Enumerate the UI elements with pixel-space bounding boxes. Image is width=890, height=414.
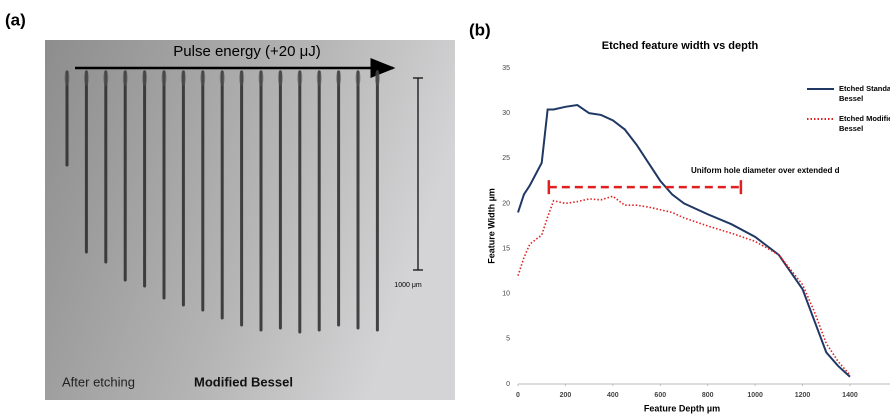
y-tick-label: 5 [506,336,510,343]
legend-label: Etched StandardBessel [839,84,890,103]
y-tick-label: 20 [502,200,510,207]
caption: After etching [62,374,135,389]
y-tick-label: 30 [502,110,510,117]
x-tick-label: 800 [702,392,714,399]
legend-line: Bessel [839,94,863,103]
scale-bar [413,77,423,271]
etch-top [200,70,206,86]
y-tick-label: 10 [502,291,510,298]
x-tick-label: 400 [607,392,619,399]
x-tick-label: 600 [654,392,666,399]
legend-line: Etched Modified [839,114,890,123]
etch-top [374,70,380,86]
x-tick-label: 1400 [842,392,858,399]
legend-line: Etched Standard [839,84,890,93]
legend-line: Bessel [839,124,863,133]
y-tick-label: 35 [502,65,510,72]
etch-top [180,70,186,86]
etch-top [83,70,89,86]
etch-top [277,70,283,86]
etch-top [122,70,128,86]
x-axis-label: Feature Depth µm [644,403,720,413]
y-axis-label: Feature Width µm [486,188,496,264]
x-tick-label: 0 [516,392,520,399]
micrograph [45,40,455,400]
panel-label: (b) [469,20,491,39]
panel-a: (a) Pulse energy (+20 μJ) 1000 μm After … [5,10,455,400]
etch-top [297,70,303,86]
panel-b: (b) Etched feature width vs depth Feature … [469,20,890,413]
x-tick-label: 200 [560,392,572,399]
y-tick-label: 15 [502,245,510,252]
etch-top [161,70,167,86]
etch-top [316,70,322,86]
caption: Modified Bessel [194,374,293,389]
annotation-text: Uniform hole diameter over extended d [691,166,840,175]
y-tick-label: 0 [506,381,510,388]
x-tick-label: 1000 [747,392,763,399]
etch-top [219,70,225,86]
arrow-text: Pulse energy (+20 μJ) [173,43,320,60]
etch-top [355,70,361,86]
chart-title: Etched feature width vs depth [602,40,759,52]
etch-top [103,70,109,86]
etch-top [64,70,70,86]
series-line [517,103,851,378]
scale-text: 1000 μm [394,282,422,289]
etch-top [239,70,245,86]
y-tick-label: 25 [502,155,510,162]
etch-top [336,70,342,86]
panel-label: (a) [5,10,26,29]
etch-top [142,70,148,86]
series-line [517,195,851,376]
etch-top [258,70,264,86]
x-tick-label: 1200 [795,392,811,399]
